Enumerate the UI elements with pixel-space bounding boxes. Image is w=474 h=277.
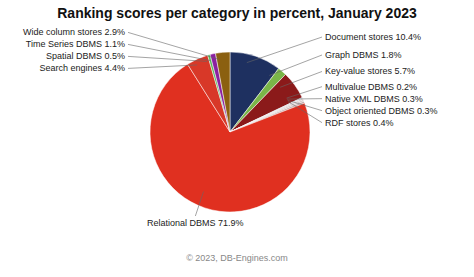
html-text:© 2023, DB-Engines.com: © 2023, DB-Engines.com	[186, 253, 288, 263]
svg-text:Search engines 4.4%: Search engines 4.4%	[39, 63, 125, 73]
svg-text:Key-value stores 5.7%: Key-value stores 5.7%	[325, 66, 415, 76]
svg-text:Spatial DBMS 0.5%: Spatial DBMS 0.5%	[46, 51, 125, 61]
svg-text:Wide column stores 2.9%: Wide column stores 2.9%	[23, 27, 125, 37]
svg-text:Object oriented DBMS 0.3%: Object oriented DBMS 0.3%	[325, 106, 438, 116]
svg-text:Graph DBMS 1.8%: Graph DBMS 1.8%	[325, 50, 402, 60]
html-text:Ranking scores per category in: Ranking scores per category in percent, …	[57, 5, 417, 21]
svg-text:Document stores 10.4%: Document stores 10.4%	[325, 32, 421, 42]
svg-text:RDF stores 0.4%: RDF stores 0.4%	[325, 118, 394, 128]
svg-text:Native XML DBMS 0.3%: Native XML DBMS 0.3%	[325, 94, 423, 104]
svg-text:Multivalue DBMS 0.2%: Multivalue DBMS 0.2%	[325, 82, 417, 92]
svg-text:Time Series DBMS 1.1%: Time Series DBMS 1.1%	[26, 39, 125, 49]
svg-text:Relational DBMS 71.9%: Relational DBMS 71.9%	[147, 218, 244, 228]
